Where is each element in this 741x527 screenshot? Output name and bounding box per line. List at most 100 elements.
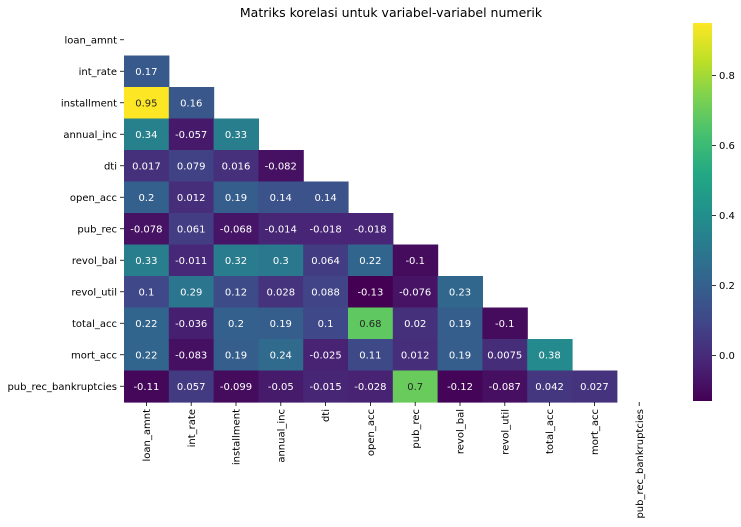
x-tick-labels: loan_amnt int_rate installment annual_inc dt… <box>142 402 646 519</box>
cell-value-label: 0.22 <box>135 319 157 330</box>
cell-value-label: -0.076 <box>399 287 431 298</box>
cell-value-label: 0.012 <box>401 350 430 361</box>
cell-pub-rec-annual-inc <box>258 213 304 246</box>
cell-revol-util-loan-amnt <box>124 276 170 309</box>
y-tick-label-pub-rec: pub_rec <box>77 224 117 235</box>
cell-value-label: 0.19 <box>449 350 471 361</box>
cell-revol-util-open-acc <box>348 276 394 309</box>
cell-value-label: 0.19 <box>449 319 471 330</box>
cell-value-label: 0.95 <box>135 98 157 109</box>
cell-value-label: 0.016 <box>222 161 251 172</box>
cell-revol-util-revol-bal <box>437 276 483 309</box>
cell-value-label: 0.088 <box>311 287 340 298</box>
cell-value-label: -0.1 <box>405 256 425 267</box>
cell-value-label: 0.02 <box>404 319 426 330</box>
cell-value-label: -0.087 <box>489 382 521 393</box>
cell-total-acc-revol-util <box>482 307 528 340</box>
heatmap-cells: 0.17 0.95 0.16 0.34 -0.057 0.33 0.017 0.079 0.01… <box>124 55 618 403</box>
cell-value-label: 0.14 <box>314 193 336 204</box>
x-tick-label-pub-rec: pub_rec <box>411 409 422 449</box>
cell-mort-acc-open-acc <box>348 339 394 372</box>
chart-title: Matriks korelasi untuk variabel-variabel… <box>240 5 543 20</box>
cell-total-acc-loan-amnt <box>124 307 170 340</box>
cell-value-label: 0.32 <box>225 256 247 267</box>
x-tick-label-loan-amnt: loan_amnt <box>142 409 153 462</box>
cell-annual-inc-installment <box>213 118 259 151</box>
cell-mort-acc-installment <box>213 339 259 372</box>
cell-value-label: 0.24 <box>270 350 292 361</box>
y-tick-label-dti: dti <box>104 161 117 172</box>
x-tick-label-revol-util: revol_util <box>500 409 511 455</box>
cell-int-rate-loan-amnt <box>124 55 170 88</box>
cell-total-acc-int-rate <box>168 307 215 340</box>
cell-value-label: 0.29 <box>180 287 202 298</box>
x-tick-label-mort-acc: mort_acc <box>590 409 601 455</box>
y-tick-label-int-rate: int_rate <box>79 67 117 78</box>
cell-value-label: -0.1 <box>495 319 515 330</box>
cell-open-acc-installment <box>213 181 259 214</box>
cell-value-label: 0.1 <box>318 319 334 330</box>
cell-value-label: 0.33 <box>225 130 247 141</box>
cell-revol-util-int-rate <box>168 276 215 309</box>
cell-total-acc-pub-rec <box>392 307 439 340</box>
cell-pub-rec-open-acc <box>348 213 394 246</box>
cell-value-label: 0.11 <box>359 350 381 361</box>
cell-open-acc-annual-inc <box>258 181 304 214</box>
cell-value-label: 0.12 <box>225 287 247 298</box>
x-tick-label-annual-inc: annual_inc <box>276 409 287 463</box>
colorbar-gradient <box>693 23 712 401</box>
cell-value-label: -0.025 <box>309 350 341 361</box>
cell-value-label: 0.19 <box>225 193 247 204</box>
cell-revol-bal-installment <box>213 244 259 277</box>
x-tick-label-installment: installment <box>232 409 243 465</box>
cell-value-label: 0.042 <box>535 382 564 393</box>
cell-revol-bal-open-acc <box>348 244 394 277</box>
cell-value-label: -0.015 <box>309 382 341 393</box>
cell-value-label: 0.027 <box>580 382 609 393</box>
cell-mort-acc-dti <box>303 339 349 372</box>
y-tick-label-installment: installment <box>61 98 117 109</box>
cell-revol-util-installment <box>213 276 259 309</box>
cell-value-label: 0.0075 <box>487 350 522 361</box>
cell-value-label: -0.018 <box>309 224 341 235</box>
cell-mort-acc-revol-util <box>482 339 528 372</box>
cell-total-acc-dti <box>303 307 349 340</box>
cell-value-label: 0.68 <box>359 319 381 330</box>
cell-value-label: 0.14 <box>270 193 292 204</box>
cell-dti-int-rate <box>168 150 215 183</box>
y-tick-label-open-acc: open_acc <box>70 193 117 204</box>
cell-open-acc-dti <box>303 181 349 214</box>
y-tick-label-total-acc: total_acc <box>72 319 117 330</box>
x-tick-label-open-acc: open_acc <box>366 409 377 456</box>
cell-installment-int-rate <box>168 87 215 120</box>
x-tick-label-total-acc: total_acc <box>545 409 556 454</box>
colorbar-tick-label: 0.8 <box>719 71 735 82</box>
y-tick-label-annual-inc: annual_inc <box>63 130 117 141</box>
cell-pub-rec-bankruptcies-int-rate <box>168 370 215 403</box>
cell-value-label: -0.078 <box>130 224 162 235</box>
cell-value-label: -0.068 <box>220 224 252 235</box>
cell-total-acc-installment <box>213 307 259 340</box>
cell-revol-util-pub-rec <box>392 276 439 309</box>
x-tick-label-revol-bal: revol_bal <box>456 409 467 454</box>
cell-pub-rec-bankruptcies-revol-bal <box>437 370 483 403</box>
y-tick-label-pub-rec-bankruptcies: pub_rec_bankruptcies <box>7 382 117 393</box>
colorbar: 0.0 0.2 0.4 0.6 0.8 <box>693 23 735 401</box>
cell-mort-acc-int-rate <box>168 339 215 372</box>
cell-revol-util-dti <box>303 276 349 309</box>
cell-value-label: 0.064 <box>311 256 340 267</box>
cell-value-label: -0.011 <box>175 256 207 267</box>
cell-pub-rec-int-rate <box>168 213 215 246</box>
cell-value-label: -0.099 <box>220 382 252 393</box>
cell-value-label: -0.11 <box>133 382 159 393</box>
cell-revol-bal-pub-rec <box>392 244 439 277</box>
cell-mort-acc-annual-inc <box>258 339 304 372</box>
cell-value-label: 0.19 <box>225 350 247 361</box>
cell-value-label: 0.22 <box>359 256 381 267</box>
cell-total-acc-open-acc <box>348 307 394 340</box>
cell-value-label: 0.079 <box>177 161 206 172</box>
cell-revol-bal-loan-amnt <box>124 244 170 277</box>
colorbar-tick-label: 0.4 <box>719 211 735 222</box>
cell-annual-inc-int-rate <box>168 118 215 151</box>
